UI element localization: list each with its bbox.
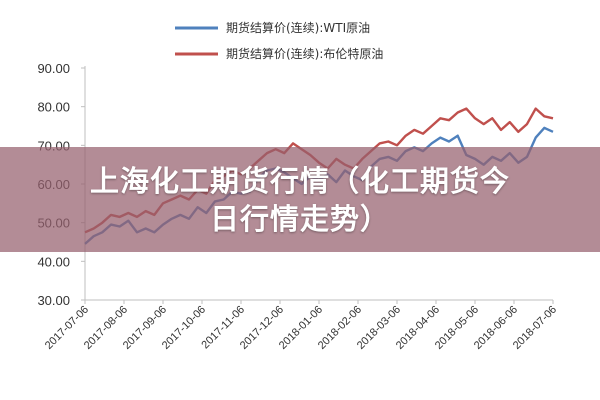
title-banner: 上海化工期货行情（化工期货今 日行情走势） xyxy=(0,147,600,252)
y-tick-label: 80.00 xyxy=(37,100,70,115)
y-tick-label: 40.00 xyxy=(37,254,70,269)
y-tick-label: 90.00 xyxy=(37,61,70,76)
banner-title-line-1: 上海化工期货行情（化工期货今 xyxy=(89,163,510,198)
legend: 期货结算价(连续):WTI原油 期货结算价(连续):布伦特原油 xyxy=(175,20,383,61)
y-tick-label: 30.00 xyxy=(37,293,70,308)
legend-label-brent: 期货结算价(连续):布伦特原油 xyxy=(226,46,383,61)
banner-title-line-2: 日行情走势） xyxy=(209,201,390,236)
x-axis: 2017-07-062017-08-062017-09-062017-10-06… xyxy=(43,299,559,352)
legend-label-wti: 期货结算价(连续):WTI原油 xyxy=(226,20,370,35)
